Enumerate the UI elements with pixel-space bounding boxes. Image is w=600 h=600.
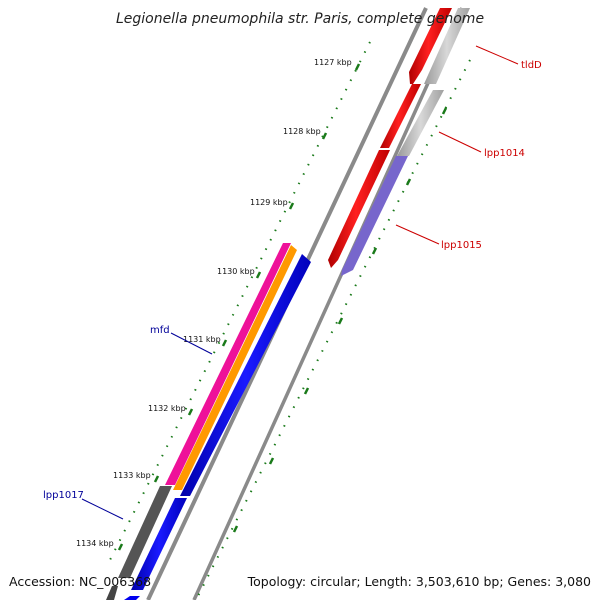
major-tick-5	[187, 408, 194, 416]
major-tick-2	[288, 202, 295, 210]
leader-mfd	[170, 332, 213, 355]
leader-tldD	[475, 45, 519, 65]
major-tick-right-3	[337, 317, 344, 325]
gene-mfd-orange	[173, 245, 297, 490]
major-tick-right-0	[441, 107, 448, 115]
tick-labels: 1127 kbp 1128 kbp 1129 kbp 1130 kbp 1131…	[76, 58, 352, 548]
major-tick-right-5	[268, 457, 275, 465]
major-tick-7	[117, 543, 124, 551]
tick-label-1130: 1130 kbp	[217, 267, 255, 276]
major-tick-3	[255, 271, 262, 279]
tick-label-1129: 1129 kbp	[250, 198, 288, 207]
gene-lpp1014-reverse	[397, 90, 444, 156]
gene-tldD-reverse	[424, 8, 470, 84]
accession-text: Accession: NC_006368	[9, 574, 151, 589]
major-tick-right-1	[405, 178, 412, 186]
tick-label-1127: 1127 kbp	[314, 58, 352, 67]
major-tick-right-4	[303, 387, 310, 395]
gene-label-lpp1015: lpp1015	[441, 240, 482, 251]
gene-tldD	[409, 8, 452, 84]
tick-label-1128: 1128 kbp	[283, 127, 321, 136]
major-tick-0	[354, 63, 361, 71]
gene-mfd-blue	[180, 254, 311, 496]
gene-mfd-magenta	[165, 243, 291, 485]
gene-lpp1017-grey	[118, 486, 172, 578]
reverse-track	[341, 8, 470, 276]
major-tick-1	[321, 132, 328, 140]
tick-lines	[109, 41, 471, 600]
tick-label-1131: 1131 kbp	[183, 335, 221, 344]
map-title: Legionella pneumophila str. Paris, compl…	[116, 11, 484, 27]
tick-guide-right	[195, 59, 471, 600]
tick-label-1133: 1133 kbp	[113, 471, 151, 480]
gene-labels: tldD lpp1014 lpp1015 mfd lpp1017	[43, 60, 542, 501]
forward-track	[328, 8, 452, 268]
backbone-rings	[146, 7, 464, 600]
major-tick-6	[153, 475, 160, 483]
inner-features	[106, 243, 311, 600]
major-tick-right-6	[232, 525, 239, 533]
gene-lpp1017-blue	[131, 498, 187, 590]
leader-lpp1015	[395, 224, 440, 245]
major-tick-4	[221, 339, 228, 347]
gene-label-lpp1014: lpp1014	[484, 148, 525, 159]
genome-summary-text: Topology: circular; Length: 3,503,610 bp…	[247, 574, 591, 589]
major-tick-right-2	[371, 247, 378, 255]
leader-lpp1014	[438, 131, 482, 153]
gene-lpp1014	[380, 84, 421, 148]
blue-fragment	[124, 596, 140, 600]
gene-label-leaders	[81, 45, 519, 520]
tick-label-1134: 1134 kbp	[76, 539, 114, 548]
dark-fragment	[106, 586, 118, 600]
gene-lpp1015	[328, 150, 390, 268]
gene-label-tldD: tldD	[521, 60, 542, 71]
backbone-ring-outer	[192, 7, 464, 600]
gene-label-lpp1017: lpp1017	[43, 490, 84, 501]
gene-label-mfd: mfd	[150, 325, 170, 336]
tick-label-1132: 1132 kbp	[148, 404, 186, 413]
leader-lpp1017	[81, 498, 124, 520]
gene-lpp1015-reverse	[341, 156, 408, 276]
